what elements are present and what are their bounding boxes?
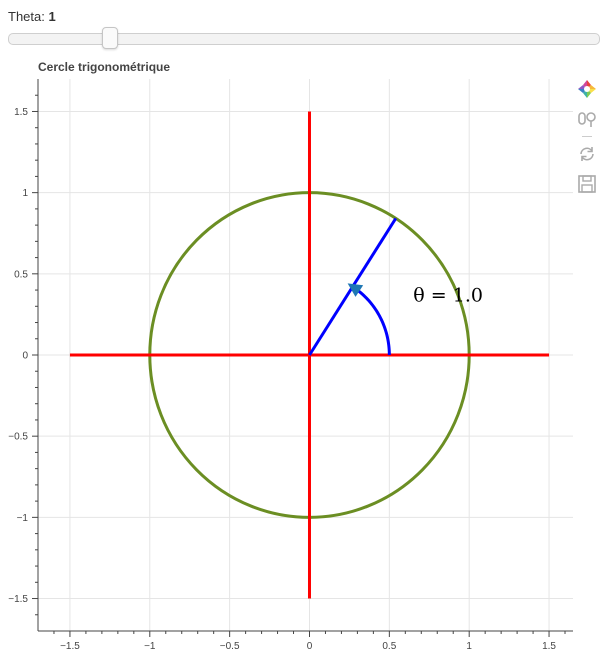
theta-annotation: θ = 1.0 [413, 284, 483, 306]
x-tick-label: −0.5 [220, 641, 240, 652]
reset-icon[interactable] [576, 143, 598, 165]
x-tick-label: −1 [144, 641, 156, 652]
y-tick-label: −1.5 [8, 594, 28, 605]
theta-slider-handle[interactable] [102, 27, 119, 49]
y-tick-label: 0 [22, 351, 28, 362]
save-icon[interactable] [576, 173, 598, 195]
y-tick-label: 1.5 [14, 107, 28, 118]
bokeh-logo-icon[interactable] [576, 78, 598, 100]
theta-slider-track[interactable] [8, 33, 600, 45]
theta-value: 1 [48, 9, 56, 24]
arc-arrowhead [347, 283, 364, 297]
y-tick-label: 1 [22, 188, 28, 199]
theta-label: Theta: 1 [8, 8, 600, 26]
plot-toolbar [576, 78, 600, 203]
plot-title: Cercle trigonométrique [38, 60, 171, 74]
x-tick-label: 1 [466, 641, 472, 652]
theta-label-text: Theta: [8, 9, 49, 24]
x-tick-label: 0.5 [382, 641, 396, 652]
x-tick-label: 0 [307, 641, 313, 652]
y-tick-label: −1 [17, 513, 29, 524]
y-tick-label: 0.5 [14, 269, 28, 280]
toolbar-separator [582, 136, 592, 137]
y-tick-label: −0.5 [8, 432, 28, 443]
x-tick-label: 1.5 [542, 641, 556, 652]
theta-slider-block: Theta: 1 [8, 8, 600, 49]
box-zoom-icon[interactable] [576, 108, 598, 130]
angle-arc [351, 285, 391, 356]
x-tick-label: −1.5 [60, 641, 80, 652]
